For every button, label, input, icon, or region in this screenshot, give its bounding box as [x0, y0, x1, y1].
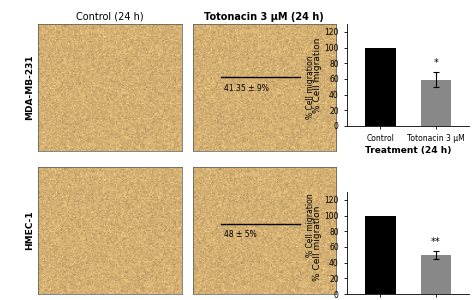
- Y-axis label: HMEC-1: HMEC-1: [25, 211, 34, 250]
- Y-axis label: % Cell migration: % Cell migration: [312, 206, 321, 281]
- Text: *: *: [434, 58, 438, 68]
- Y-axis label: % Cell migration: % Cell migration: [312, 37, 321, 112]
- Text: **: **: [431, 237, 441, 247]
- Text: 41.35 ± 9%: 41.35 ± 9%: [224, 84, 269, 93]
- Bar: [365, 216, 396, 294]
- Title: Control (24 h): Control (24 h): [76, 12, 144, 22]
- Bar: [421, 255, 451, 294]
- X-axis label: Treatment (24 h): Treatment (24 h): [365, 146, 451, 155]
- Bar: [365, 47, 396, 126]
- Text: 48 ± 5%: 48 ± 5%: [224, 230, 257, 239]
- Text: % Cell migration: % Cell migration: [306, 55, 315, 119]
- Title: Totonacin 3 μM (24 h): Totonacin 3 μM (24 h): [204, 12, 324, 22]
- Y-axis label: MDA-MB-231: MDA-MB-231: [25, 55, 34, 121]
- Bar: [421, 80, 451, 126]
- Text: % Cell migration: % Cell migration: [306, 193, 315, 257]
